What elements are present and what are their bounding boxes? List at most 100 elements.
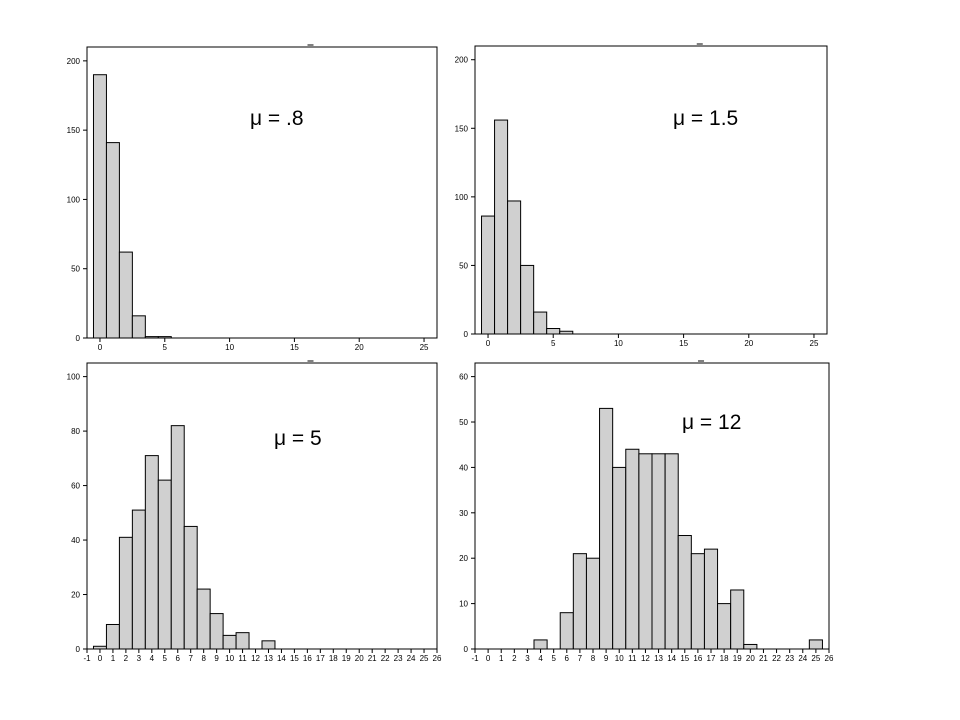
- mu-annotation: μ = 1.5: [673, 107, 738, 130]
- histogram-bar: [235, 632, 250, 650]
- x-tick-label: 10: [225, 654, 234, 663]
- histogram-bar: [651, 453, 666, 650]
- x-tick-label: 18: [329, 654, 338, 663]
- x-tick-label: 24: [407, 654, 416, 663]
- x-tick-label: -1: [471, 654, 479, 663]
- histogram-bar: [559, 612, 574, 650]
- x-tick-label: 3: [525, 654, 530, 663]
- x-tick-label: 20: [355, 654, 364, 663]
- x-tick-label: 8: [591, 654, 596, 663]
- x-tick-label: 17: [316, 654, 325, 663]
- x-tick-label: 21: [368, 654, 377, 663]
- y-tick-label: 0: [464, 330, 469, 339]
- histogram-bar: [105, 623, 120, 650]
- y-tick-label: 60: [459, 373, 468, 382]
- x-tick-label: 0: [486, 339, 491, 348]
- y-tick-label: 10: [459, 600, 468, 609]
- y-tick-label: 200: [67, 57, 81, 66]
- x-tick-label: 15: [679, 339, 688, 348]
- y-tick-label: 30: [459, 509, 468, 518]
- x-tick-label: 1: [111, 654, 116, 663]
- x-tick-label: 20: [355, 343, 364, 352]
- histogram-bar: [507, 200, 522, 335]
- x-tick-label: 0: [98, 654, 103, 663]
- x-tick-label: 11: [628, 654, 637, 663]
- x-tick-label: 13: [264, 654, 273, 663]
- x-tick-label: 1: [499, 654, 504, 663]
- x-tick-label: 16: [693, 654, 702, 663]
- histogram-bar: [170, 425, 185, 650]
- histogram-bar: [494, 119, 509, 335]
- y-tick-label: 50: [459, 418, 468, 427]
- histogram-bar: [118, 536, 133, 650]
- histogram-bar: [677, 535, 692, 650]
- histogram-bar: [572, 553, 587, 650]
- x-tick-label: 2: [512, 654, 517, 663]
- histogram-bar: [612, 466, 627, 650]
- x-tick-label: 15: [290, 654, 299, 663]
- x-tick-label: 5: [551, 654, 556, 663]
- y-tick-label: 40: [459, 463, 468, 472]
- x-tick-label: 12: [251, 654, 260, 663]
- y-tick-label: 0: [76, 334, 81, 343]
- x-tick-label: 6: [176, 654, 181, 663]
- histogram-bar: [599, 407, 614, 650]
- y-tick-label: 100: [455, 193, 469, 202]
- x-tick-label: 24: [798, 654, 807, 663]
- histogram-bar: [664, 453, 679, 650]
- histogram-bar: [585, 557, 601, 650]
- y-tick-label: 40: [71, 536, 80, 545]
- x-tick-label: 4: [150, 654, 155, 663]
- x-tick-label: 23: [785, 654, 794, 663]
- histogram-bar: [690, 553, 705, 650]
- x-tick-label: 22: [772, 654, 781, 663]
- histogram-bar: [730, 589, 745, 650]
- x-tick-label: 14: [667, 654, 676, 663]
- histogram-bar: [92, 74, 107, 339]
- y-tick-label: 80: [71, 427, 80, 436]
- x-tick-label: 5: [163, 343, 168, 352]
- mu-annotation: μ = .8: [250, 107, 304, 130]
- histogram-bar: [808, 639, 823, 650]
- y-tick-label: 100: [67, 195, 81, 204]
- histogram-bar: [703, 548, 719, 650]
- x-tick-label: 19: [342, 654, 351, 663]
- mu-annotation: μ = 12: [682, 411, 741, 434]
- histogram-panel-mu-1-5: 0 50 100 150 200 0 5 10 15 20 25 μ = 1.5: [455, 43, 828, 348]
- plot-frame: [86, 362, 438, 650]
- x-tick-label: 20: [744, 339, 753, 348]
- histogram-bar: [196, 588, 211, 650]
- x-tick-label: 25: [810, 339, 819, 348]
- histogram-bar: [222, 634, 237, 650]
- x-tick-label: 17: [707, 654, 716, 663]
- x-tick-label: 10: [615, 654, 624, 663]
- histogram-bar: [209, 613, 224, 650]
- x-tick-label: 14: [277, 654, 286, 663]
- histogram-bar: [743, 643, 758, 650]
- x-tick-label: 9: [604, 654, 609, 663]
- x-tick-label: 20: [746, 654, 755, 663]
- y-tick-label: 60: [71, 482, 80, 491]
- plot-frame: [474, 45, 828, 335]
- x-tick-label: 5: [551, 339, 556, 348]
- x-tick-label: 25: [420, 343, 429, 352]
- x-tick-label: 12: [641, 654, 650, 663]
- y-tick-label: 50: [71, 265, 80, 274]
- x-tick-label: 10: [614, 339, 623, 348]
- x-tick-label: 26: [825, 654, 834, 663]
- x-tick-label: 9: [214, 654, 219, 663]
- y-tick-label: 20: [71, 591, 80, 600]
- histogram-bar: [717, 603, 732, 650]
- histogram-bar: [118, 251, 133, 339]
- x-tick-label: 6: [565, 654, 570, 663]
- x-tick-label: 26: [433, 654, 442, 663]
- y-tick-label: 0: [464, 645, 469, 654]
- mu-annotation: μ = 5: [274, 427, 322, 450]
- histogram-bar: [144, 455, 159, 650]
- histogram-bar: [481, 215, 496, 335]
- x-tick-label: 25: [420, 654, 429, 663]
- y-tick-label: 20: [459, 554, 468, 563]
